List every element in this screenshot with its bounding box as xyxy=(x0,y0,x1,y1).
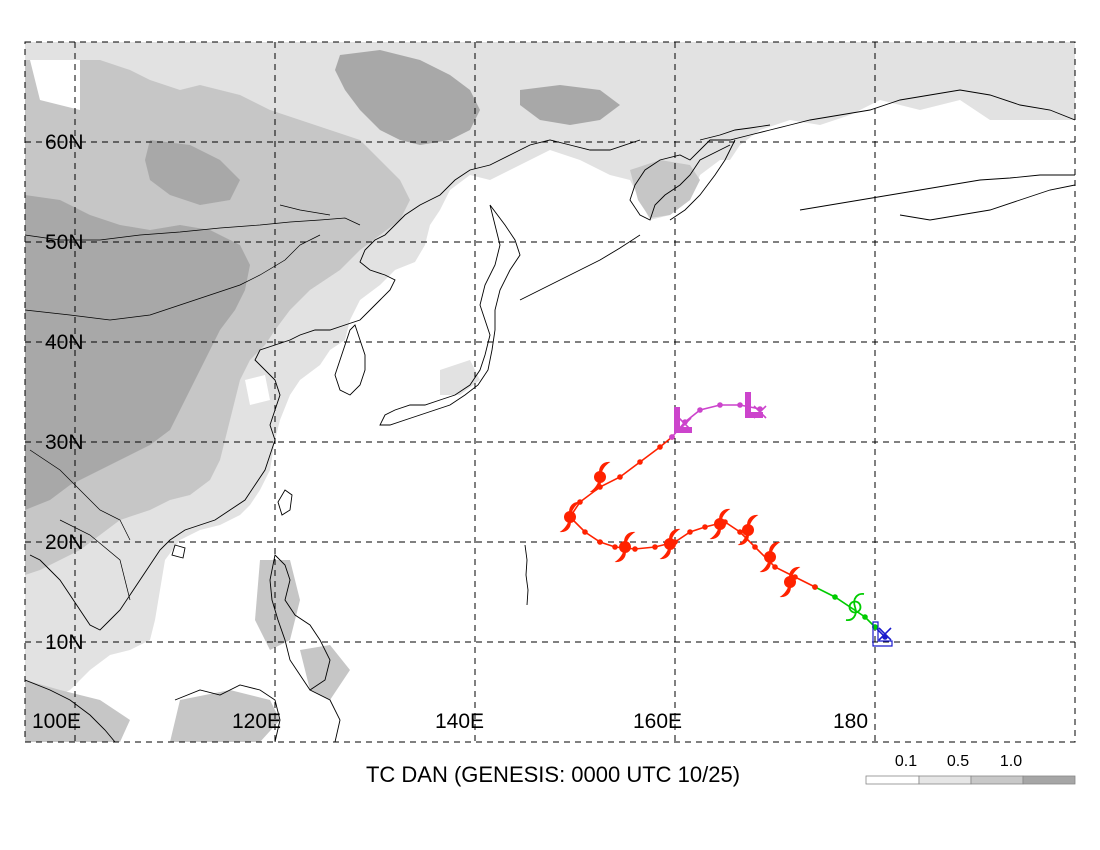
position-x-icon xyxy=(878,627,892,641)
tropical-storm-icon xyxy=(559,501,581,533)
track-point xyxy=(669,434,675,440)
track-point xyxy=(752,544,758,550)
track-point xyxy=(697,407,703,413)
longitude-labels: 100E 120E 140E 160E 180 xyxy=(32,710,868,733)
coastline-kamchatka xyxy=(669,124,771,221)
lat-label-10n: 10N xyxy=(45,631,84,654)
track-point xyxy=(832,594,838,600)
track-point xyxy=(582,529,588,535)
legend-value-3: 1.0 xyxy=(1000,753,1022,770)
coastline-taiwan xyxy=(277,489,293,516)
coastline-borneo xyxy=(174,684,281,742)
coastline-mariana xyxy=(524,544,529,606)
map-title: TC DAN (GENESIS: 0000 UTC 10/25) xyxy=(366,762,740,787)
storm-track-symbols xyxy=(559,392,893,647)
track-point xyxy=(737,402,743,408)
track-point xyxy=(652,544,658,550)
coastline-hainan xyxy=(171,544,186,559)
lat-label-60n: 60N xyxy=(45,131,84,154)
legend-value-2: 0.5 xyxy=(947,753,969,770)
track-point xyxy=(702,524,708,530)
position-x-icon xyxy=(753,405,767,419)
coastline-sulawesi xyxy=(309,689,341,742)
lon-label-160e: 160E xyxy=(633,710,682,733)
tropical-storm-icon xyxy=(659,528,681,560)
track-segment-depression xyxy=(814,586,876,628)
coastline-japan xyxy=(379,204,521,426)
map-frame xyxy=(24,41,1076,743)
low-pressure-icon xyxy=(745,392,763,418)
coastline-aleutian xyxy=(799,174,1075,211)
coastline-philippines xyxy=(269,554,331,691)
lon-label-120e: 120E xyxy=(232,710,281,733)
borders xyxy=(25,204,361,601)
legend-value-1: 0.1 xyxy=(895,753,917,770)
lon-label-180: 180 xyxy=(833,710,868,733)
track-point xyxy=(612,544,618,550)
lat-label-30n: 30N xyxy=(45,431,84,454)
tropical-storm-icon xyxy=(779,566,801,598)
position-x-icon xyxy=(678,417,692,431)
latitude-labels: 60N 50N 40N 30N 20N 10N xyxy=(45,131,84,654)
track-point xyxy=(617,474,623,480)
legend-swatch-1 xyxy=(865,775,920,785)
coastlines xyxy=(25,89,1075,742)
lat-label-40n: 40N xyxy=(45,331,84,354)
track-point xyxy=(687,529,693,535)
low-pressure-icon xyxy=(674,407,692,433)
track-point xyxy=(632,546,638,552)
legend-swatch-3 xyxy=(970,775,1024,785)
track-point xyxy=(597,539,603,545)
lat-label-20n: 20N xyxy=(45,531,84,554)
tropical-storm-icon xyxy=(737,514,759,546)
legend: 0.1 0.5 1.0 xyxy=(865,753,1076,785)
tropical-storm-icon xyxy=(614,531,636,563)
storm-track-lines xyxy=(567,402,888,640)
terrain-shading xyxy=(25,42,1075,742)
track-point xyxy=(862,614,868,620)
legend-swatch-2 xyxy=(918,775,972,785)
tropical-storm-icon xyxy=(589,461,611,493)
track-segment-extratropical xyxy=(671,404,761,438)
lon-label-100e: 100E xyxy=(32,710,81,733)
tropical-storm-icon xyxy=(759,541,781,573)
track-point xyxy=(737,529,743,535)
tropical-depression-icon xyxy=(845,593,865,621)
tropical-storm-icon xyxy=(709,508,731,540)
track-point xyxy=(772,564,778,570)
genesis-marker-icon xyxy=(872,621,893,647)
lon-label-140e: 140E xyxy=(435,710,484,733)
track-point xyxy=(657,444,663,450)
lat-label-50n: 50N xyxy=(45,231,84,254)
track-segment-storm xyxy=(568,436,816,588)
coastline-sumatra xyxy=(25,679,116,742)
coastline-kuril xyxy=(519,234,641,301)
track-point xyxy=(637,459,643,465)
legend-swatch-4 xyxy=(1022,775,1076,785)
track-point xyxy=(717,402,723,408)
track-point xyxy=(812,584,818,590)
